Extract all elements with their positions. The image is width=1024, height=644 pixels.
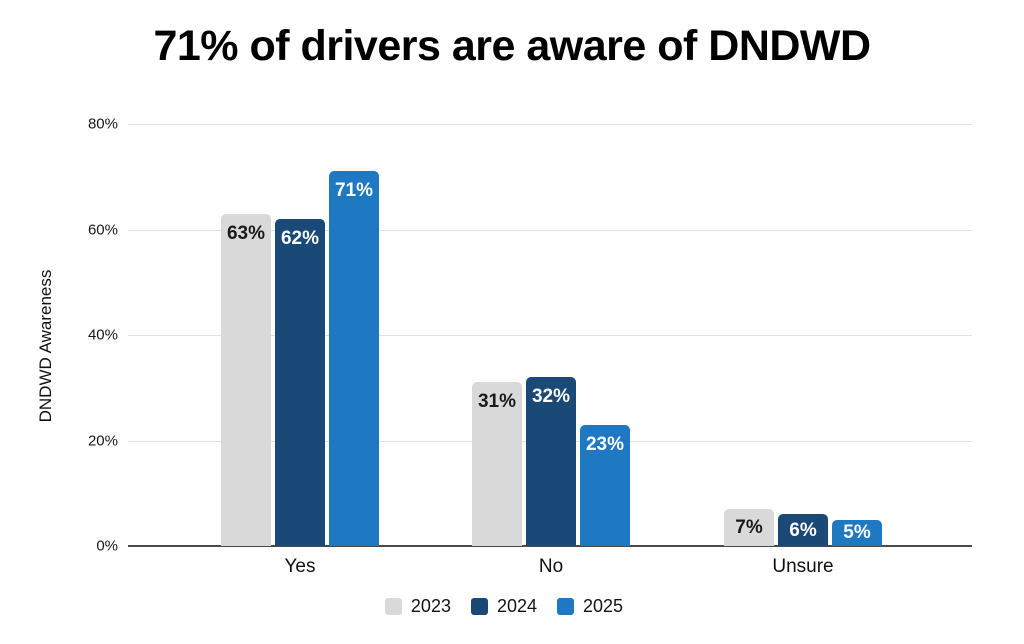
bar-group-no: 31% 32% 23% bbox=[472, 124, 630, 546]
gridline-40 bbox=[128, 335, 972, 336]
legend-label-2025: 2025 bbox=[583, 596, 624, 616]
bar-2023-yes: 63% bbox=[221, 213, 271, 546]
x-label-no: No bbox=[538, 556, 564, 577]
legend-swatch-2024 bbox=[470, 598, 488, 615]
bar-2023-no: 31% bbox=[472, 382, 522, 546]
bar-label-2024-no: 32% bbox=[531, 386, 571, 408]
legend-swatch-2023 bbox=[384, 598, 402, 615]
bar-label-2025-unsure: 5% bbox=[843, 522, 871, 544]
legend-item-2025: 2025 bbox=[557, 596, 623, 617]
bar-label-2025-yes: 71% bbox=[334, 180, 374, 202]
bar-label-2024-unsure: 6% bbox=[789, 519, 817, 541]
y-tick-60: 60% bbox=[87, 221, 118, 238]
y-axis-ticks: 0% 20% 40% 60% 80% bbox=[0, 116, 118, 555]
bar-label-2024-yes: 62% bbox=[280, 227, 320, 249]
bar-2023-unsure: 7% bbox=[724, 509, 774, 546]
gridline-60 bbox=[128, 229, 972, 231]
x-axis-labels: Yes No Unsure bbox=[128, 556, 972, 582]
legend-label-2024: 2024 bbox=[496, 596, 538, 616]
y-tick-0: 0% bbox=[96, 537, 118, 555]
bar-group-yes: 63% 62% 71% bbox=[221, 124, 379, 546]
x-axis-line bbox=[128, 545, 972, 547]
bar-2025-yes: 71% bbox=[329, 171, 379, 546]
legend-label-2023: 2023 bbox=[410, 596, 451, 616]
legend-item-2024: 2024 bbox=[470, 596, 538, 617]
bar-2025-unsure: 5% bbox=[832, 519, 882, 546]
x-label-yes: Yes bbox=[284, 556, 316, 577]
bar-label-2023-yes: 63% bbox=[226, 222, 266, 244]
bar-2024-unsure: 6% bbox=[778, 514, 828, 546]
bar-2024-no: 32% bbox=[526, 377, 576, 546]
bar-label-2023-no: 31% bbox=[477, 391, 517, 413]
bar-2025-no: 23% bbox=[580, 424, 630, 546]
bar-label-2025-no: 23% bbox=[585, 433, 625, 455]
y-tick-80: 80% bbox=[87, 115, 118, 133]
bar-group-unsure: 7% 6% 5% bbox=[724, 124, 882, 546]
legend-swatch-2025 bbox=[557, 598, 575, 615]
legend: 2023 2024 2025 bbox=[0, 596, 1016, 617]
y-tick-40: 40% bbox=[87, 326, 118, 344]
legend-item-2023: 2023 bbox=[384, 596, 451, 617]
bar-2024-yes: 62% bbox=[275, 218, 325, 546]
chart-title: 71% of drivers are aware of DNDWD bbox=[153, 22, 871, 70]
y-tick-20: 20% bbox=[87, 432, 118, 449]
bar-label-2023-unsure: 7% bbox=[735, 517, 763, 539]
x-label-unsure: Unsure bbox=[772, 556, 834, 577]
gridline-80 bbox=[128, 124, 972, 125]
plot-area: 63% 62% 71% 31% 32% 23% 7% 6% 5% bbox=[128, 124, 972, 547]
